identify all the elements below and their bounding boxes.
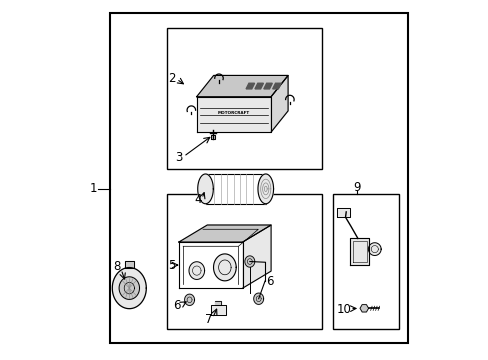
Text: 10: 10 — [336, 303, 351, 316]
Text: 7: 7 — [205, 313, 212, 326]
Polygon shape — [264, 83, 272, 89]
Polygon shape — [359, 305, 368, 312]
Text: 2: 2 — [168, 72, 175, 85]
Polygon shape — [253, 293, 263, 305]
Polygon shape — [258, 174, 273, 204]
Polygon shape — [349, 238, 369, 265]
Polygon shape — [112, 267, 146, 309]
Text: 3: 3 — [175, 151, 183, 164]
Polygon shape — [196, 76, 287, 97]
Polygon shape — [210, 306, 225, 315]
Text: MOTORCRAFT: MOTORCRAFT — [217, 111, 249, 114]
Bar — [110, 13, 407, 343]
Polygon shape — [254, 83, 263, 89]
Polygon shape — [244, 256, 254, 267]
Polygon shape — [125, 261, 133, 267]
Polygon shape — [215, 301, 221, 306]
Polygon shape — [272, 83, 281, 89]
Polygon shape — [242, 225, 270, 288]
Text: 1: 1 — [90, 183, 98, 195]
Polygon shape — [213, 254, 236, 281]
Text: 8: 8 — [113, 260, 121, 273]
Polygon shape — [270, 76, 287, 132]
Text: 4: 4 — [194, 193, 201, 206]
Text: 5: 5 — [168, 258, 176, 271]
Polygon shape — [188, 262, 204, 279]
Polygon shape — [179, 225, 270, 242]
Polygon shape — [196, 97, 270, 132]
Text: 9: 9 — [352, 181, 360, 194]
Polygon shape — [210, 135, 215, 139]
Bar — [166, 194, 322, 329]
Polygon shape — [119, 277, 139, 300]
Polygon shape — [336, 208, 349, 217]
Polygon shape — [205, 174, 265, 204]
Polygon shape — [197, 174, 213, 204]
Bar — [166, 28, 322, 169]
Text: 6: 6 — [173, 299, 181, 312]
Polygon shape — [184, 294, 194, 306]
Text: 6: 6 — [266, 275, 274, 288]
Polygon shape — [179, 242, 242, 288]
Polygon shape — [367, 243, 380, 256]
Bar — [332, 194, 398, 329]
Polygon shape — [245, 83, 254, 89]
